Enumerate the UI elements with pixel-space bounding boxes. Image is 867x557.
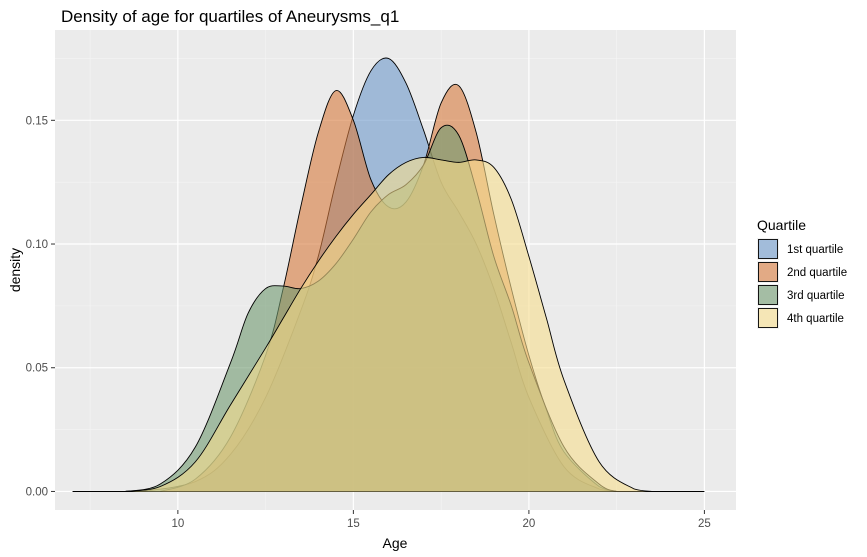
x-axis-title: Age (383, 535, 408, 551)
y-tick-label: 0.00 (26, 486, 48, 498)
x-axis: 10 15 20 25 (171, 510, 711, 530)
legend-label: 3rd quartile (787, 290, 845, 302)
legend-label: 4th quartile (787, 313, 844, 325)
density-line-4 (125, 156, 652, 492)
legend-label: 1st quartile (787, 244, 843, 256)
x-tick-label: 10 (171, 518, 184, 530)
legend-item-2: 2nd quartile (757, 261, 847, 283)
y-axis: 0.00 0.05 0.10 0.15 (26, 115, 55, 498)
legend-label: 2nd quartile (787, 267, 847, 279)
legend-item-1: 1st quartile (757, 238, 843, 260)
legend-swatch (758, 285, 778, 305)
x-tick-label: 15 (347, 518, 360, 530)
legend-swatch (758, 239, 778, 259)
legend-item-4: 4th quartile (757, 307, 844, 329)
y-tick-label: 0.15 (26, 115, 48, 127)
legend-item-3: 3rd quartile (757, 284, 845, 306)
y-tick-label: 0.05 (26, 363, 48, 375)
legend-title: Quartile (757, 217, 806, 233)
legend-swatch (758, 262, 778, 282)
legend-swatch (758, 308, 778, 328)
y-axis-title: density (7, 248, 23, 292)
density-area-4 (125, 157, 652, 492)
chart-title: Density of age for quartiles of Aneurysm… (61, 7, 399, 26)
legend: Quartile 1st quartile 2nd quartile 3rd qua… (757, 217, 847, 329)
x-tick-label: 25 (698, 518, 711, 530)
y-tick-label: 0.10 (26, 239, 48, 251)
density-areas (72, 57, 705, 492)
x-tick-label: 20 (522, 518, 535, 530)
